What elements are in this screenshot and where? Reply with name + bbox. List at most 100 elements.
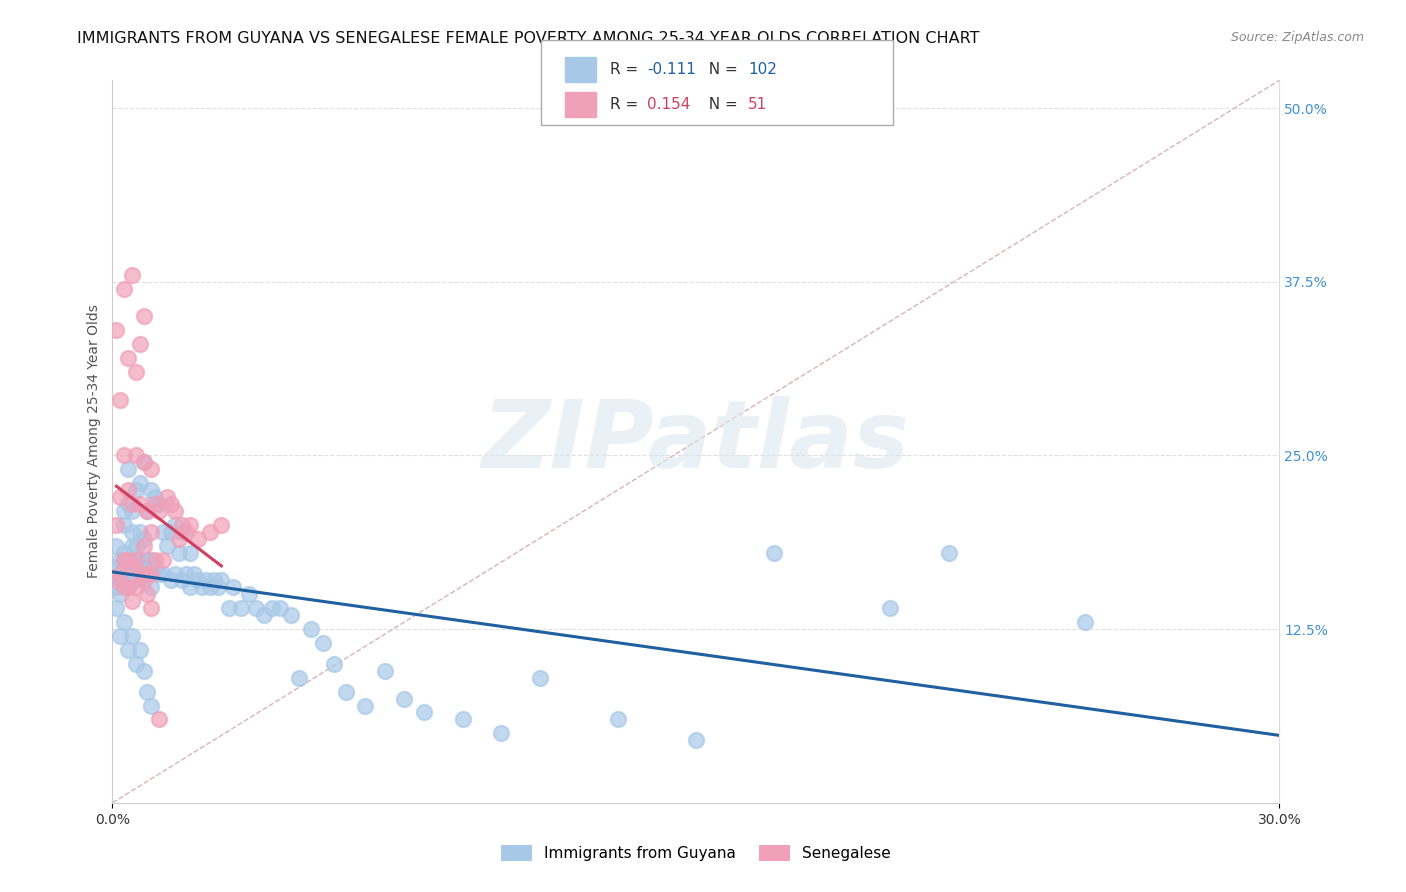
Point	[191, 581, 214, 595]
Point	[112, 517, 135, 532]
Point	[132, 532, 155, 546]
Point	[121, 268, 143, 282]
Point	[105, 539, 128, 553]
Point	[136, 504, 159, 518]
Point	[179, 546, 201, 560]
Point	[156, 490, 179, 504]
Point	[269, 601, 291, 615]
Point	[607, 713, 630, 727]
Point	[117, 581, 139, 595]
Point	[141, 581, 163, 595]
Point	[112, 282, 135, 296]
Point	[125, 552, 148, 566]
Point	[187, 532, 209, 546]
Point	[125, 574, 148, 588]
Point	[163, 504, 186, 518]
Point	[132, 539, 155, 553]
Point	[105, 517, 128, 532]
Point	[179, 581, 201, 595]
Point	[125, 365, 148, 379]
Point	[938, 546, 960, 560]
Point	[117, 643, 139, 657]
Point	[176, 566, 198, 581]
Point	[105, 574, 128, 588]
Point	[762, 546, 785, 560]
Point	[253, 608, 276, 623]
Text: ZIPatlas: ZIPatlas	[482, 395, 910, 488]
Point	[112, 581, 135, 595]
Point	[280, 608, 302, 623]
Point	[125, 581, 148, 595]
Point	[112, 581, 135, 595]
Point	[117, 462, 139, 476]
Point	[112, 566, 135, 581]
Point	[121, 594, 143, 608]
Point	[117, 552, 139, 566]
Point	[136, 587, 159, 601]
Point	[323, 657, 346, 671]
Point	[121, 559, 143, 574]
Point	[1074, 615, 1097, 630]
Point	[152, 552, 174, 566]
Point	[117, 566, 139, 581]
Point	[394, 691, 416, 706]
Point	[112, 449, 135, 463]
Point	[121, 539, 143, 553]
Point	[194, 574, 217, 588]
Point	[132, 574, 155, 588]
Point	[167, 546, 190, 560]
Point	[148, 497, 170, 511]
Point	[176, 524, 198, 539]
Point	[198, 524, 221, 539]
Point	[121, 629, 143, 643]
Point	[117, 351, 139, 366]
Point	[143, 490, 166, 504]
Point	[187, 574, 209, 588]
Point	[183, 566, 205, 581]
Point	[110, 566, 132, 581]
Text: N =: N =	[699, 62, 742, 77]
Point	[117, 581, 139, 595]
Point	[143, 559, 166, 574]
Point	[128, 643, 150, 657]
Point	[148, 504, 170, 518]
Point	[128, 552, 150, 566]
Point	[160, 497, 183, 511]
Point	[148, 566, 170, 581]
Point	[529, 671, 551, 685]
Point	[374, 664, 396, 678]
Point	[132, 574, 155, 588]
Point	[110, 490, 132, 504]
Point	[198, 581, 221, 595]
Point	[125, 657, 148, 671]
Point	[136, 566, 159, 581]
Point	[121, 559, 143, 574]
Point	[117, 497, 139, 511]
Point	[160, 524, 183, 539]
Point	[141, 462, 163, 476]
Point	[299, 622, 322, 636]
Point	[335, 684, 357, 698]
Legend: Immigrants from Guyana, Senegalese: Immigrants from Guyana, Senegalese	[495, 839, 897, 867]
Point	[143, 552, 166, 566]
Point	[148, 713, 170, 727]
Text: 102: 102	[748, 62, 778, 77]
Point	[128, 497, 150, 511]
Point	[260, 601, 283, 615]
Point	[141, 552, 163, 566]
Point	[121, 497, 143, 511]
Point	[105, 559, 128, 574]
Point	[152, 524, 174, 539]
Point	[218, 601, 240, 615]
Y-axis label: Female Poverty Among 25-34 Year Olds: Female Poverty Among 25-34 Year Olds	[87, 304, 101, 579]
Point	[207, 581, 229, 595]
Point	[160, 574, 183, 588]
Point	[110, 587, 132, 601]
Point	[128, 476, 150, 491]
Text: Source: ZipAtlas.com: Source: ZipAtlas.com	[1230, 31, 1364, 45]
Point	[685, 733, 707, 747]
Point	[141, 524, 163, 539]
Point	[132, 455, 155, 469]
Point	[288, 671, 311, 685]
Text: 0.154: 0.154	[647, 97, 690, 112]
